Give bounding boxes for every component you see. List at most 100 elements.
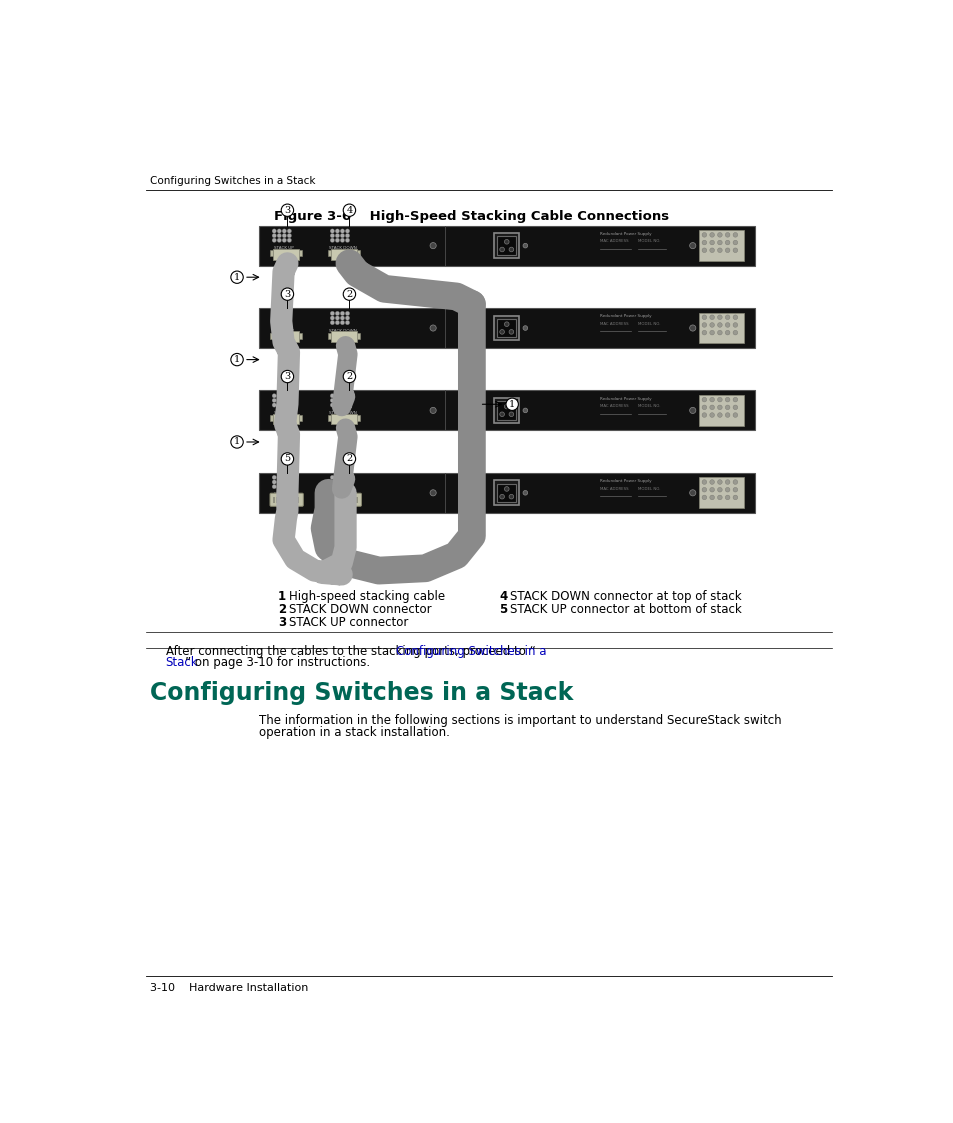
Circle shape bbox=[340, 480, 344, 484]
Bar bbox=[342, 496, 344, 503]
Bar bbox=[494, 398, 518, 422]
Circle shape bbox=[272, 229, 276, 234]
Circle shape bbox=[276, 234, 281, 238]
Circle shape bbox=[709, 405, 714, 410]
Bar bbox=[258, 473, 754, 513]
Bar bbox=[258, 308, 754, 348]
Circle shape bbox=[335, 234, 339, 238]
Circle shape bbox=[522, 408, 527, 413]
Circle shape bbox=[732, 413, 737, 418]
Bar bbox=[699, 477, 743, 509]
Circle shape bbox=[430, 408, 436, 413]
Circle shape bbox=[724, 330, 729, 335]
Bar bbox=[497, 484, 516, 502]
Circle shape bbox=[732, 330, 737, 335]
Circle shape bbox=[709, 495, 714, 500]
Circle shape bbox=[709, 398, 714, 402]
Circle shape bbox=[701, 322, 706, 327]
Circle shape bbox=[709, 480, 714, 484]
Circle shape bbox=[701, 405, 706, 410]
Text: 1: 1 bbox=[233, 355, 240, 364]
Circle shape bbox=[701, 495, 706, 500]
Circle shape bbox=[340, 234, 344, 238]
Text: Configuring Switches in a: Configuring Switches in a bbox=[395, 645, 546, 657]
Circle shape bbox=[281, 371, 294, 383]
Circle shape bbox=[343, 204, 355, 217]
Bar bbox=[334, 496, 335, 503]
Circle shape bbox=[717, 398, 721, 402]
Circle shape bbox=[505, 398, 517, 410]
Circle shape bbox=[335, 320, 339, 325]
Bar bbox=[444, 308, 446, 348]
Text: 2: 2 bbox=[346, 372, 353, 381]
Circle shape bbox=[345, 394, 350, 398]
Circle shape bbox=[499, 412, 504, 417]
Circle shape bbox=[287, 399, 292, 402]
Bar bbox=[276, 496, 277, 503]
Bar bbox=[290, 496, 291, 503]
Text: MAC ADDRESS: MAC ADDRESS bbox=[599, 486, 628, 491]
Circle shape bbox=[345, 403, 350, 408]
Circle shape bbox=[709, 248, 714, 253]
Text: 3-10    Hardware Installation: 3-10 Hardware Installation bbox=[150, 983, 309, 993]
Circle shape bbox=[272, 403, 276, 408]
Bar bbox=[497, 237, 516, 255]
Bar bbox=[336, 496, 338, 503]
Circle shape bbox=[335, 475, 339, 480]
Circle shape bbox=[330, 403, 335, 408]
Circle shape bbox=[340, 320, 344, 325]
Circle shape bbox=[509, 247, 513, 252]
Circle shape bbox=[335, 311, 339, 316]
Circle shape bbox=[430, 243, 436, 248]
Circle shape bbox=[689, 325, 695, 331]
Bar bbox=[293, 496, 294, 503]
Circle shape bbox=[276, 480, 281, 484]
Text: MAC ADDRESS: MAC ADDRESS bbox=[599, 404, 628, 409]
Bar bbox=[297, 496, 299, 503]
Circle shape bbox=[732, 480, 737, 484]
Circle shape bbox=[287, 238, 292, 243]
FancyBboxPatch shape bbox=[328, 493, 361, 506]
Circle shape bbox=[272, 480, 276, 484]
Circle shape bbox=[287, 480, 292, 484]
Text: High-speed stacking cable: High-speed stacking cable bbox=[289, 590, 445, 603]
Circle shape bbox=[330, 229, 335, 234]
Bar bbox=[494, 234, 518, 258]
Circle shape bbox=[701, 232, 706, 237]
Text: Redundant Power Supply: Redundant Power Supply bbox=[599, 478, 651, 483]
Circle shape bbox=[335, 394, 339, 398]
Bar bbox=[258, 391, 754, 430]
Circle shape bbox=[340, 403, 344, 408]
Circle shape bbox=[272, 320, 276, 325]
Circle shape bbox=[689, 243, 695, 248]
Bar bbox=[298, 416, 302, 421]
Circle shape bbox=[282, 320, 286, 325]
Circle shape bbox=[340, 394, 344, 398]
Circle shape bbox=[340, 399, 344, 402]
Bar bbox=[328, 250, 331, 256]
Circle shape bbox=[504, 486, 509, 491]
Circle shape bbox=[701, 487, 706, 492]
Circle shape bbox=[717, 405, 721, 410]
Text: 4: 4 bbox=[498, 590, 507, 603]
Circle shape bbox=[276, 311, 281, 316]
Circle shape bbox=[732, 322, 737, 327]
Circle shape bbox=[282, 234, 286, 238]
Circle shape bbox=[276, 403, 281, 408]
Text: 1: 1 bbox=[278, 590, 286, 603]
Text: MODEL NO.: MODEL NO. bbox=[638, 486, 660, 491]
Circle shape bbox=[509, 494, 513, 499]
Circle shape bbox=[330, 320, 335, 325]
Circle shape bbox=[717, 232, 721, 237]
Circle shape bbox=[282, 229, 286, 234]
Circle shape bbox=[499, 494, 504, 499]
Text: MAC ADDRESS: MAC ADDRESS bbox=[599, 239, 628, 244]
Circle shape bbox=[724, 248, 729, 253]
Circle shape bbox=[724, 405, 729, 410]
Circle shape bbox=[281, 287, 294, 300]
Text: STACK UP: STACK UP bbox=[274, 329, 294, 332]
Bar bbox=[444, 473, 446, 513]
Circle shape bbox=[717, 248, 721, 253]
Bar bbox=[494, 316, 518, 340]
Circle shape bbox=[330, 480, 335, 484]
